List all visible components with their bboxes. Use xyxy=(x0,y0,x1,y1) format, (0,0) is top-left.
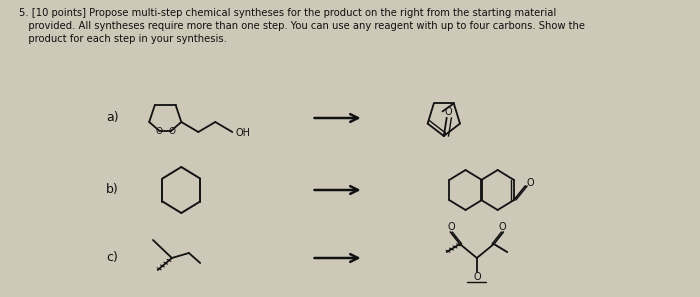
Text: b): b) xyxy=(106,184,118,197)
Text: O: O xyxy=(444,107,452,117)
Text: c): c) xyxy=(106,252,118,265)
Text: O: O xyxy=(169,127,176,137)
Text: O: O xyxy=(155,127,162,137)
Text: OH: OH xyxy=(235,128,250,138)
Text: O: O xyxy=(498,222,506,232)
Text: 5. [10 points] Propose multi-step chemical syntheses for the product on the righ: 5. [10 points] Propose multi-step chemic… xyxy=(19,8,556,18)
Text: product for each step in your synthesis.: product for each step in your synthesis. xyxy=(19,34,227,44)
Text: O: O xyxy=(473,272,481,282)
Text: provided. All syntheses require more than one step. You can use any reagent with: provided. All syntheses require more tha… xyxy=(19,21,585,31)
Text: O: O xyxy=(447,222,455,232)
Text: O: O xyxy=(526,178,534,188)
Text: a): a) xyxy=(106,111,118,124)
